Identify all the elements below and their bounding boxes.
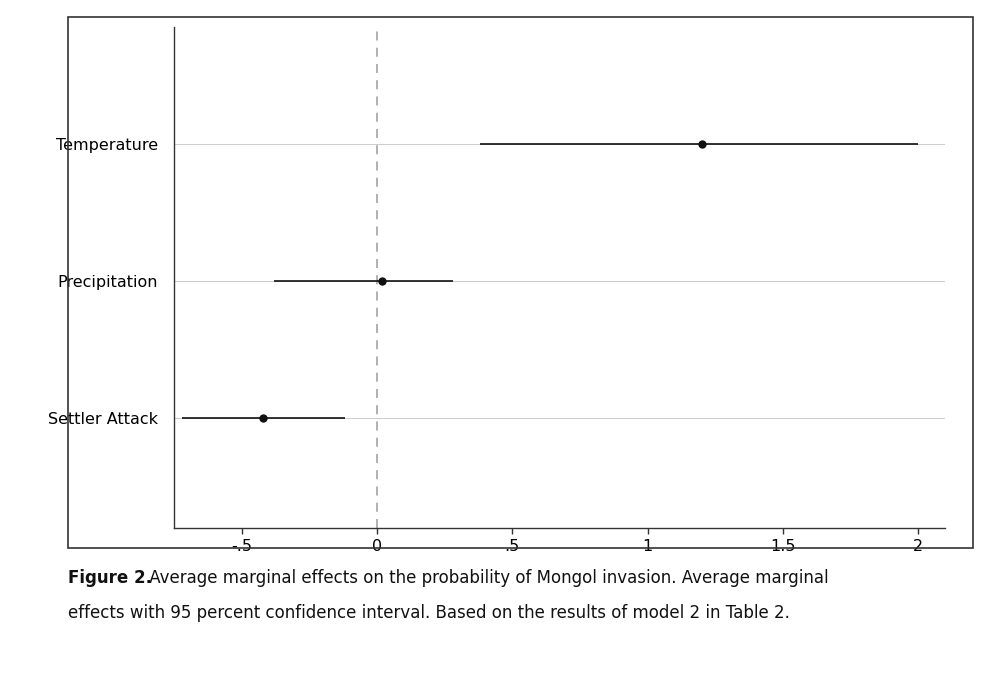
Text: Average marginal effects on the probability of Mongol invasion. Average marginal: Average marginal effects on the probabil…: [144, 569, 828, 587]
Text: effects with 95 percent confidence interval. Based on the results of model 2 in : effects with 95 percent confidence inter…: [68, 604, 789, 622]
Text: Figure 2.: Figure 2.: [68, 569, 151, 587]
